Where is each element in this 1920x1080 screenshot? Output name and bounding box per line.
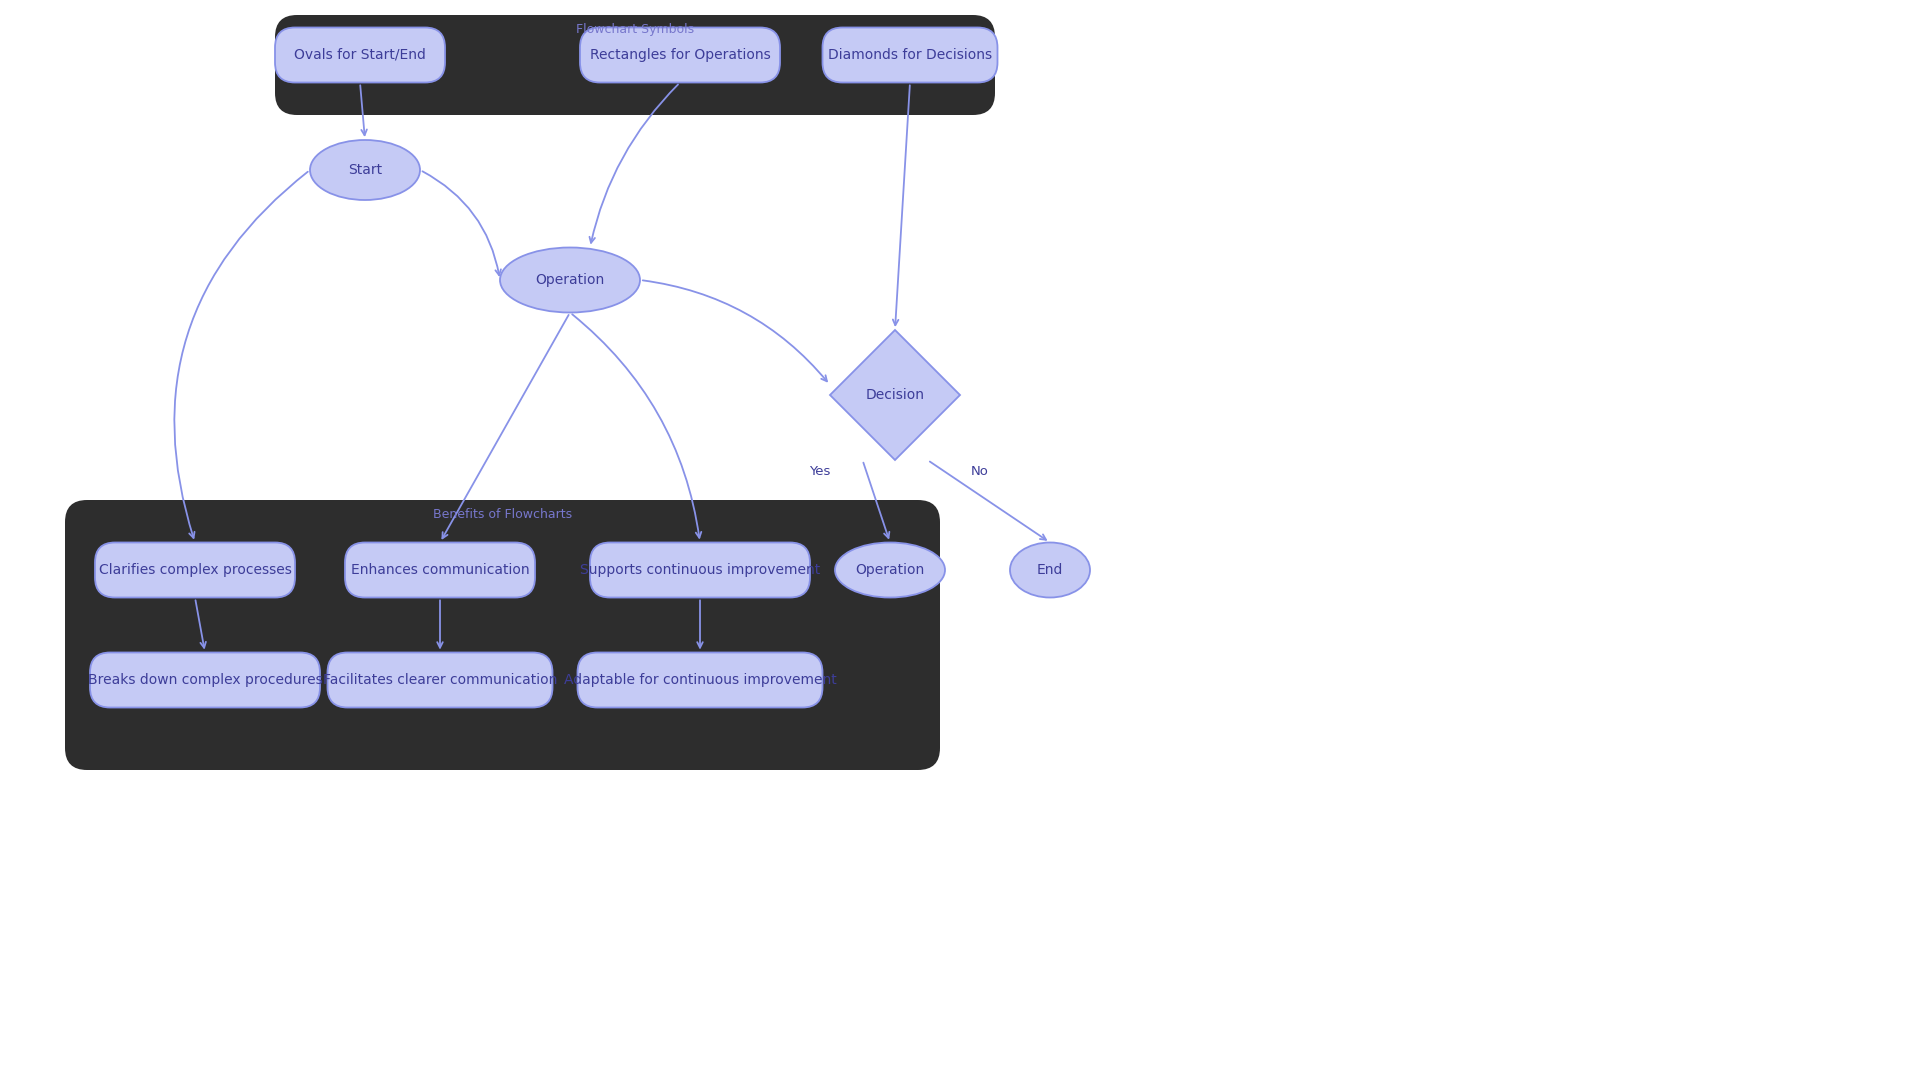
Text: Flowchart Symbols: Flowchart Symbols: [576, 23, 693, 36]
Text: Benefits of Flowcharts: Benefits of Flowcharts: [432, 508, 572, 521]
Text: Adaptable for continuous improvement: Adaptable for continuous improvement: [564, 673, 837, 687]
Ellipse shape: [309, 140, 420, 200]
Text: Diamonds for Decisions: Diamonds for Decisions: [828, 48, 993, 62]
Text: Operation: Operation: [536, 273, 605, 287]
FancyBboxPatch shape: [90, 652, 321, 707]
FancyBboxPatch shape: [578, 652, 822, 707]
Polygon shape: [829, 330, 960, 460]
Text: Clarifies complex processes: Clarifies complex processes: [98, 563, 292, 577]
Text: Start: Start: [348, 163, 382, 177]
FancyBboxPatch shape: [94, 542, 296, 597]
Text: Rectangles for Operations: Rectangles for Operations: [589, 48, 770, 62]
FancyBboxPatch shape: [589, 542, 810, 597]
FancyBboxPatch shape: [65, 500, 941, 770]
Ellipse shape: [1010, 542, 1091, 597]
FancyBboxPatch shape: [275, 27, 445, 82]
Text: No: No: [972, 465, 989, 478]
Ellipse shape: [835, 542, 945, 597]
FancyBboxPatch shape: [822, 27, 998, 82]
Text: End: End: [1037, 563, 1064, 577]
FancyBboxPatch shape: [580, 27, 780, 82]
Text: Facilitates clearer communication: Facilitates clearer communication: [323, 673, 557, 687]
Text: Yes: Yes: [810, 465, 831, 478]
Text: Ovals for Start/End: Ovals for Start/End: [294, 48, 426, 62]
Text: Supports continuous improvement: Supports continuous improvement: [580, 563, 820, 577]
Text: Decision: Decision: [866, 388, 925, 402]
Ellipse shape: [499, 247, 639, 312]
Text: Operation: Operation: [856, 563, 925, 577]
FancyBboxPatch shape: [275, 15, 995, 114]
Text: Enhances communication: Enhances communication: [351, 563, 530, 577]
FancyBboxPatch shape: [328, 652, 553, 707]
Text: Breaks down complex procedures: Breaks down complex procedures: [88, 673, 323, 687]
FancyBboxPatch shape: [346, 542, 536, 597]
